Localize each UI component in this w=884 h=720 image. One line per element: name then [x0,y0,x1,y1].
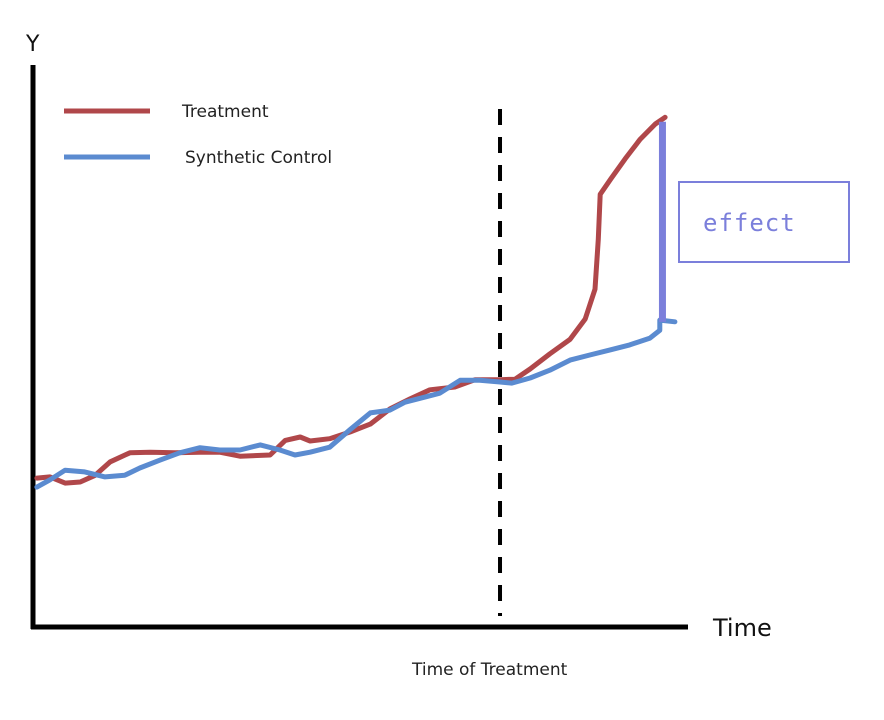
effect-label: effect [703,209,796,237]
legend-label-treatment: Treatment [181,102,269,122]
effect-box [678,181,850,263]
y-axis-label: Y [25,32,40,57]
x-axis-label: Time [712,614,772,642]
series-group [34,114,678,490]
series-line-synthetic-control [34,317,678,490]
treatment-time-label: Time of Treatment [411,660,568,680]
legend-label-synthetic-control: Synthetic Control [185,148,332,168]
legend: Treatment Synthetic Control [64,102,332,168]
series-line-treatment [34,114,668,486]
